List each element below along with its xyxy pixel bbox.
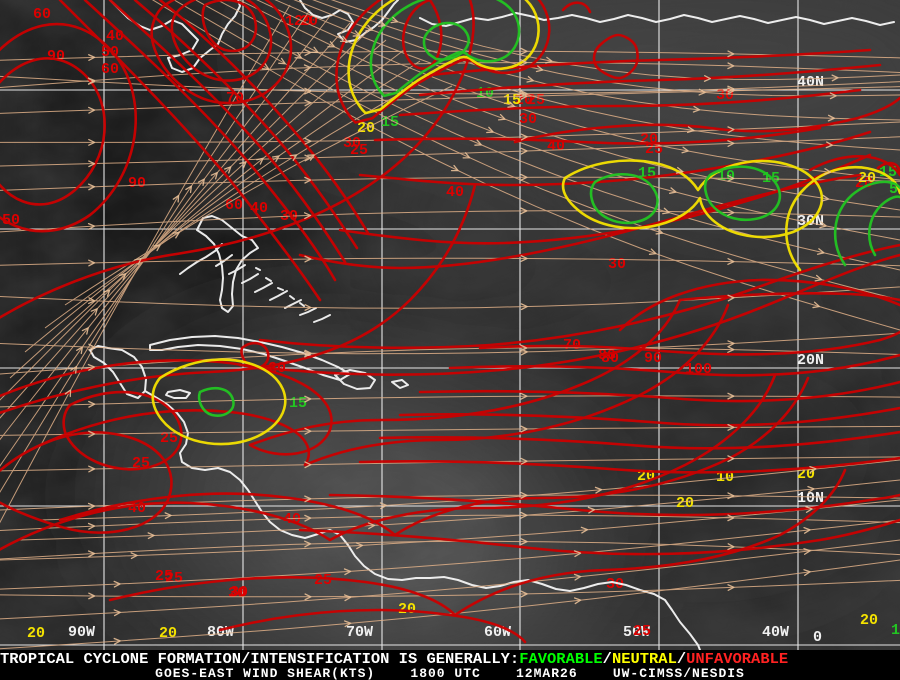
svg-text:25: 25: [633, 623, 651, 640]
svg-text:25: 25: [314, 572, 332, 589]
svg-text:15: 15: [891, 622, 900, 639]
svg-text:20: 20: [27, 625, 45, 642]
svg-text:70W: 70W: [346, 624, 373, 641]
svg-text:20: 20: [676, 495, 694, 512]
svg-text:30: 30: [230, 584, 248, 601]
svg-text:90W: 90W: [68, 624, 95, 641]
svg-text:20: 20: [159, 625, 177, 642]
svg-text:20: 20: [860, 612, 878, 629]
svg-text:90: 90: [47, 48, 65, 65]
svg-text:30: 30: [608, 256, 626, 273]
svg-text:60: 60: [101, 61, 119, 78]
svg-text:90: 90: [128, 175, 146, 192]
svg-text:40W: 40W: [762, 624, 789, 641]
svg-text:15: 15: [289, 395, 307, 412]
svg-text:40: 40: [446, 184, 464, 201]
svg-text:40: 40: [106, 28, 124, 45]
svg-text:60: 60: [33, 6, 51, 23]
svg-text:90: 90: [644, 350, 662, 367]
svg-text:0: 0: [813, 629, 822, 646]
svg-text:20N: 20N: [797, 352, 824, 369]
